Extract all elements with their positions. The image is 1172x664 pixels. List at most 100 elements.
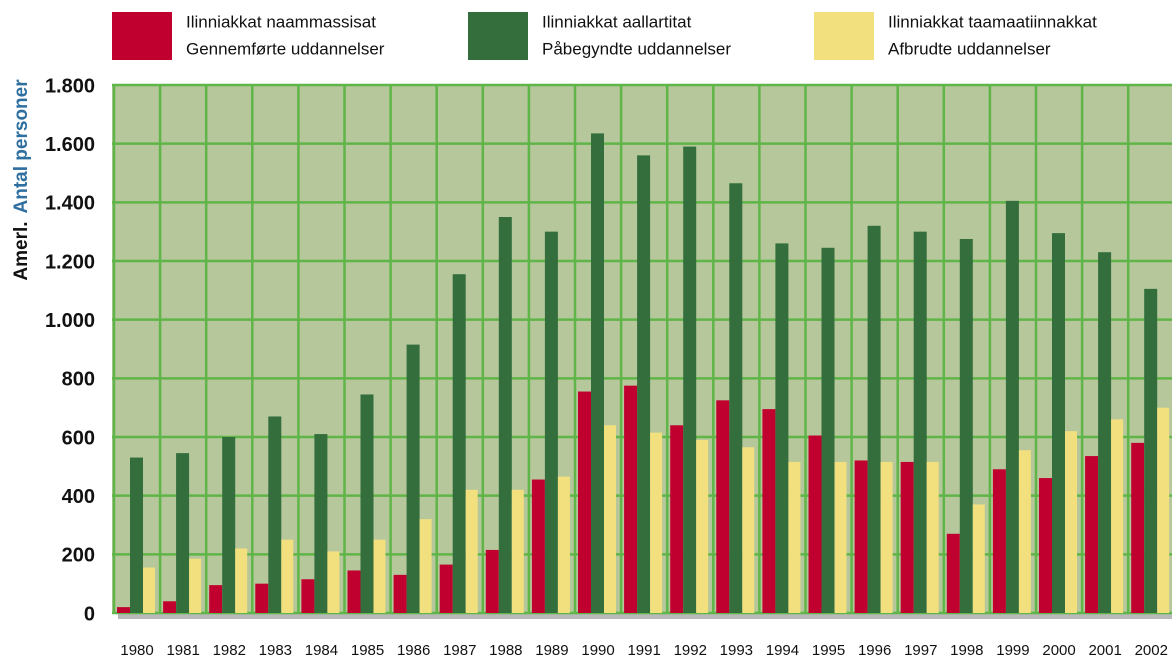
y-tick-label: 600: [62, 427, 95, 449]
bar: [419, 519, 432, 613]
bar: [189, 558, 202, 613]
y-tick-label: 1.400: [45, 193, 95, 215]
legend-swatch: [468, 12, 528, 60]
bar: [143, 567, 155, 613]
y-axis-title: Amerl. Antal personer: [11, 79, 32, 281]
bar: [209, 585, 223, 613]
x-tick-label: 1980: [120, 642, 153, 659]
legend-label: Ilinniakkat taamaatiinnakkat: [888, 12, 1097, 31]
bar: [854, 460, 868, 613]
y-tick-label: 1.800: [45, 75, 95, 97]
bar: [465, 489, 478, 613]
y-tick-label: 400: [62, 486, 95, 508]
bar: [1157, 407, 1170, 613]
y-tick-label: 800: [62, 369, 95, 391]
bar: [1085, 456, 1099, 613]
y-tick-label: 0: [84, 603, 95, 625]
bar: [176, 453, 190, 613]
bar: [867, 225, 881, 614]
legend-label: Ilinniakkat naammassisat: [186, 12, 376, 31]
bar: [624, 385, 638, 613]
bar: [992, 469, 1006, 613]
bar: [604, 425, 616, 613]
bar: [900, 461, 914, 613]
y-tick-label: 1.600: [45, 134, 95, 156]
bar: [1098, 252, 1112, 613]
bar: [1065, 431, 1077, 613]
x-tick-label: 1986: [397, 642, 430, 659]
bar: [775, 243, 789, 613]
bar: [1018, 450, 1031, 613]
bar: [834, 461, 847, 613]
y-tick-label: 1.200: [45, 251, 95, 273]
bar: [729, 183, 743, 613]
bar: [1111, 419, 1124, 613]
x-tick-label: 1996: [858, 642, 891, 659]
x-tick-label: 1989: [535, 642, 568, 659]
bar: [1039, 478, 1052, 613]
bar: [913, 231, 927, 613]
bar: [347, 570, 361, 613]
bar: [406, 344, 420, 613]
x-tick-label: 1995: [812, 642, 845, 659]
bar: [327, 551, 340, 613]
y-tick-label: 1.000: [45, 310, 95, 332]
legend-label: Afbrudte uddannelser: [888, 39, 1051, 58]
bar: [808, 435, 822, 613]
bar: [255, 583, 269, 613]
x-tick-label: 1981: [166, 642, 199, 659]
bar: [762, 409, 776, 613]
bar: [650, 432, 663, 613]
bar: [637, 155, 651, 613]
bar: [268, 416, 282, 613]
bar: [972, 504, 985, 613]
x-tick-label: 2000: [1042, 642, 1075, 659]
bar: [926, 461, 939, 613]
bar: [557, 476, 570, 613]
bar: [946, 533, 960, 613]
x-tick-label: 1988: [489, 642, 522, 659]
bar: [670, 425, 684, 613]
x-tick-label: 1997: [904, 642, 937, 659]
bar: [696, 439, 709, 613]
x-tick-label: 2002: [1135, 642, 1168, 659]
bar: [235, 548, 248, 613]
bar: [591, 133, 604, 613]
bar: [1131, 442, 1145, 613]
bar: [1144, 288, 1158, 613]
legend-swatch: [814, 12, 874, 60]
x-tick-label: 1994: [766, 642, 799, 659]
bar: [1005, 200, 1019, 613]
x-tick-label: 1998: [950, 642, 983, 659]
bar: [742, 447, 755, 613]
bar: [373, 539, 386, 613]
bar: [117, 607, 130, 613]
bar: [821, 247, 835, 614]
bar: [1052, 233, 1065, 613]
y-tick-label: 200: [62, 545, 95, 567]
bar: [314, 434, 328, 613]
x-tick-label: 1987: [443, 642, 476, 659]
legend-label: Gennemførte uddannelser: [186, 39, 385, 58]
legend-swatch: [112, 12, 172, 60]
bar: [531, 479, 545, 613]
bar: [880, 461, 893, 613]
x-tick-label: 1992: [674, 642, 707, 659]
y-axis-title-part: Antal personer: [11, 79, 32, 214]
bar: [163, 601, 177, 613]
x-tick-label: 1982: [213, 642, 246, 659]
bar: [393, 574, 407, 613]
x-tick-label: 1991: [627, 642, 660, 659]
bar: [485, 549, 499, 613]
bar: [511, 489, 524, 613]
bar: [498, 217, 512, 613]
bar: [130, 457, 143, 613]
x-tick-label: 1984: [305, 642, 338, 659]
bar: [301, 579, 315, 613]
legend-label: Ilinniakkat aallartitat: [542, 12, 692, 31]
bar: [544, 231, 558, 613]
bar: [683, 146, 697, 613]
bar: [222, 437, 236, 613]
x-tick-label: 1993: [720, 642, 753, 659]
